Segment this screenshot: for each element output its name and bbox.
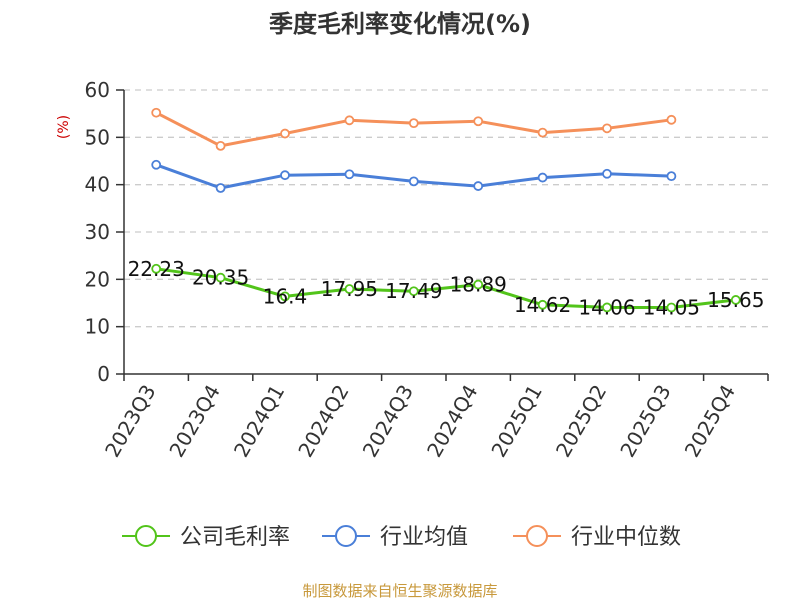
y-tick-label: 0 (97, 362, 110, 386)
x-tick-label: 2023Q3 (100, 381, 160, 462)
data-label: 17.95 (321, 277, 378, 301)
y-axis-unit-label: (%) (56, 115, 72, 139)
data-point (408, 176, 419, 187)
data-label: 14.62 (514, 293, 571, 317)
legend: 公司毛利率 行业均值 行业中位数 (122, 525, 681, 550)
x-tick-label: 2024Q3 (358, 381, 418, 462)
data-label: 16.4 (263, 284, 308, 308)
x-tick-label: 2025Q3 (615, 381, 675, 462)
x-tick-label: 2025Q4 (680, 381, 740, 462)
data-point (473, 116, 484, 127)
data-label: 15.65 (707, 288, 764, 312)
data-labels: 22.23 20.35 16.4 17.95 17.49 18.89 14.62 14.06 1… (128, 257, 765, 320)
data-point (151, 107, 162, 118)
legend-label: 行业均值 (380, 525, 468, 550)
data-point (151, 263, 162, 274)
data-point (344, 284, 355, 294)
legend-marker (335, 525, 357, 547)
series-layer (151, 107, 741, 313)
data-point (151, 159, 162, 170)
data-point (280, 170, 290, 181)
series-line-2 (155, 111, 672, 148)
y-tick-label: 30 (85, 220, 110, 244)
data-point (537, 172, 548, 183)
y-tick-label: 10 (85, 315, 110, 339)
legend-marker (526, 525, 548, 547)
data-label: 20.35 (192, 266, 249, 290)
y-tick-label: 50 (85, 125, 110, 149)
x-tick-label: 2024Q4 (422, 381, 482, 462)
data-point (473, 279, 484, 290)
legend-marker (135, 525, 157, 547)
data-point (215, 183, 226, 193)
data-point (602, 302, 612, 313)
chart-title: 季度毛利率变化情况(%) (269, 10, 531, 38)
data-point (280, 291, 290, 302)
y-tick-label: 40 (85, 173, 110, 197)
data-point (408, 118, 419, 129)
data-point (602, 168, 612, 179)
data-point (215, 140, 226, 151)
x-tick-label: 2023Q4 (164, 381, 224, 462)
y-tick-label: 20 (85, 267, 110, 291)
data-point (344, 115, 355, 126)
legend-label: 公司毛利率 (180, 525, 290, 550)
x-tick-label: 2024Q1 (229, 381, 289, 462)
x-tick-label: 2025Q1 (486, 381, 546, 462)
data-label: 14.05 (643, 295, 700, 319)
data-label: 22.23 (128, 257, 185, 281)
data-point (537, 127, 548, 138)
source-note: 制图数据来自恒生聚源数据库 (302, 582, 497, 600)
y-tick-label: 60 (85, 78, 110, 102)
data-point (473, 181, 484, 191)
x-tick-label: 2024Q2 (293, 381, 353, 462)
data-point (602, 123, 612, 134)
grid-lines (124, 89, 768, 328)
data-point (666, 171, 677, 182)
data-point (344, 169, 355, 180)
data-point (408, 286, 419, 297)
data-point (280, 128, 290, 139)
data-point (215, 272, 226, 283)
data-point (730, 295, 741, 305)
data-label: 14.06 (578, 295, 635, 319)
data-point (666, 302, 677, 313)
data-label: 18.89 (450, 273, 507, 297)
x-tick-label: 2025Q2 (551, 381, 611, 462)
series-line-0 (155, 267, 736, 309)
data-point (666, 114, 677, 125)
legend-label: 行业中位数 (571, 525, 681, 550)
data-label: 17.49 (385, 279, 442, 303)
data-point (537, 299, 548, 310)
